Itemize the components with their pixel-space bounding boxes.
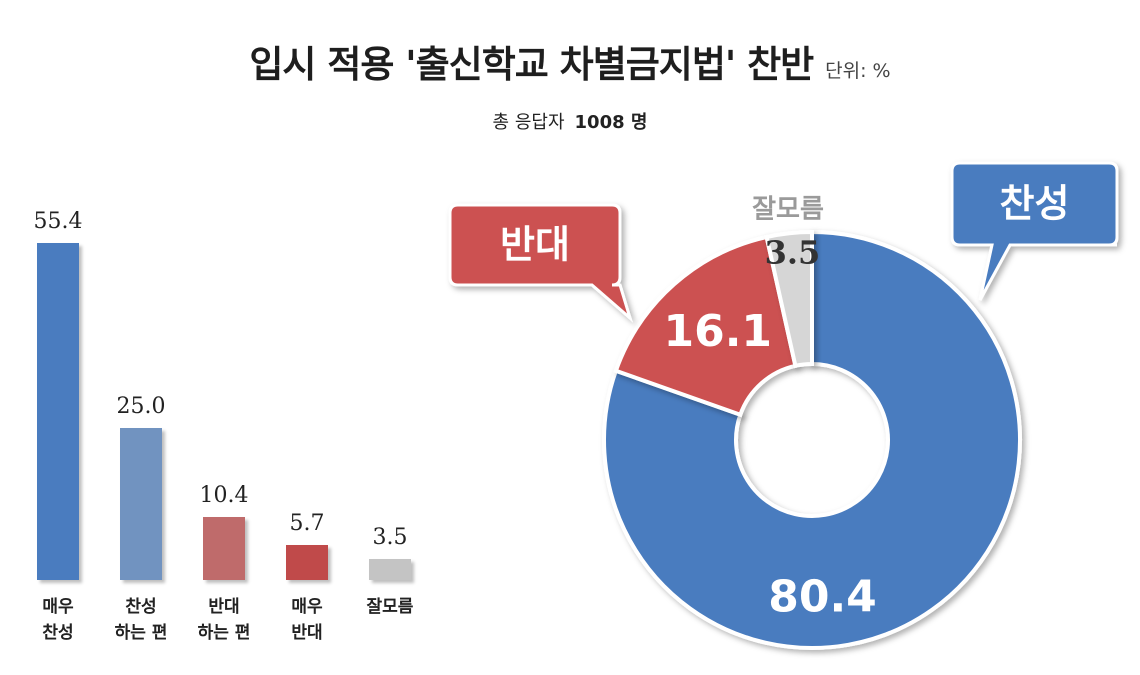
- chart-subtitle: 총 응답자 1008 명: [0, 108, 1140, 134]
- unit-label: 단위: %: [825, 60, 891, 82]
- donut-slice-1: [613, 234, 798, 418]
- donut-value-label-2: 3.5: [765, 234, 821, 272]
- bar-chart: 55.4 매우 찬성 25.0 찬성 하는 편 10.4 반대 하는 편 5.7 매우 반대 3.5 잘모…: [0, 0, 440, 675]
- bar-value-label-2: 10.4: [199, 482, 249, 508]
- callout-box-0: [950, 161, 1119, 301]
- donut-slice-2: [764, 229, 814, 369]
- callout-label-0: 찬성: [1000, 182, 1070, 226]
- donut-slice-0: [602, 229, 1022, 650]
- donut-unknown-label: 잘모름: [752, 195, 824, 225]
- bar-0: [37, 243, 79, 580]
- bar-value-label-4: 3.5: [372, 524, 408, 550]
- bar-category-label-3: 매우 반대: [291, 597, 323, 643]
- bar-category-label-0: 매우 찬성: [42, 597, 74, 643]
- chart-title: 입시 적용 '출신학교 차별금지법' 찬반 단위: %: [0, 34, 1140, 88]
- bar-value-label-0: 55.4: [33, 209, 83, 234]
- bar-2: [203, 516, 245, 580]
- bar-value-label-3: 5.7: [289, 511, 325, 537]
- bar-1: [120, 427, 162, 580]
- respondents-count: 1008 명: [574, 112, 648, 133]
- chart-title-text: 입시 적용 '출신학교 차별금지법' 찬반: [249, 43, 814, 86]
- bar-3: [286, 545, 328, 580]
- bar-category-label-2: 반대 하는 편: [197, 597, 251, 643]
- callout-box-1: [448, 203, 633, 323]
- respondents-label: 총 응답자: [492, 112, 565, 133]
- callout-label-1: 반대: [500, 223, 570, 267]
- bar-value-label-1: 25.0: [116, 393, 166, 419]
- bar-4: [369, 558, 411, 580]
- bar-category-label-4: 잘모름: [366, 597, 414, 617]
- donut-value-label-0: 80.4: [768, 572, 877, 623]
- donut-value-label-1: 16.1: [663, 306, 772, 357]
- bar-category-label-1: 찬성 하는 편: [114, 597, 168, 643]
